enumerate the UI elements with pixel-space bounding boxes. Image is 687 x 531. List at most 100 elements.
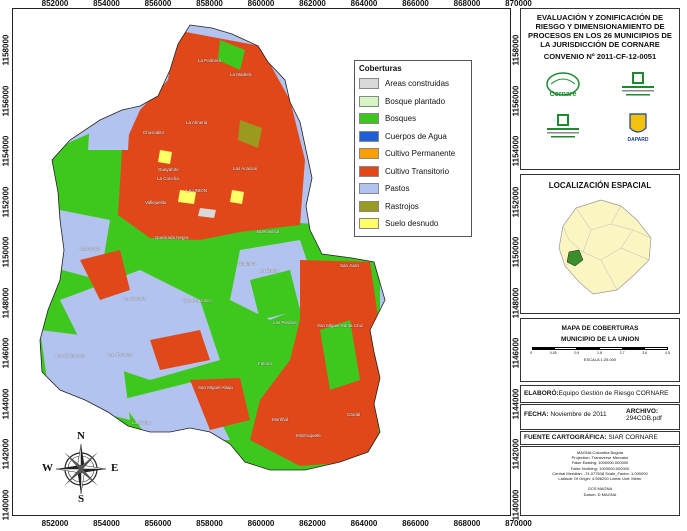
gobernacion-logo-2 <box>541 110 585 144</box>
place-label: Guarango <box>80 246 101 251</box>
compass-rose: N S W E <box>42 430 120 506</box>
compass-west: W <box>42 462 53 474</box>
y-tick-left: 1148000 <box>1 287 11 318</box>
municipality-name: MUNICIPIO DE LA UNION <box>560 336 640 343</box>
legend-swatch <box>359 183 379 195</box>
legend-item: Bosques <box>359 110 467 128</box>
svg-text:DAPARD: DAPARD <box>627 137 648 142</box>
legend-label: Rastrojos <box>385 201 419 211</box>
x-tick-bottom: 864000 <box>350 519 378 528</box>
gobernacion-seal-icon <box>546 114 579 138</box>
location-title: LOCALIZACIÓN ESPACIAL <box>548 181 652 190</box>
place-label: Cardal <box>347 412 361 417</box>
place-label: San Juan <box>340 263 360 268</box>
place-label: La Erasa <box>260 268 279 273</box>
location-box: LOCALIZACIÓN ESPACIAL <box>520 174 680 314</box>
fecha-label: FECHA: <box>524 411 549 418</box>
elaboro-value: Equipo Gestión de Riesgo CORNARE <box>558 390 669 397</box>
legend-label: Areas construidas <box>385 79 450 89</box>
place-label: La Dorita <box>132 420 151 425</box>
x-tick-top: 852000 <box>41 0 69 8</box>
projection-line: False Northing: 1000000.000000 <box>570 465 630 471</box>
y-tick-right: 1146000 <box>511 337 521 369</box>
legend-swatch <box>359 218 379 230</box>
project-title: EVALUACIÓN Y ZONIFICACIÓN DE RIESGO Y DI… <box>528 13 672 49</box>
place-label: La Madera <box>230 72 252 77</box>
legend-item: Pastos <box>359 180 467 198</box>
y-tick-left: 1146000 <box>1 337 11 369</box>
logo-row-bottom: DAPARD <box>525 109 675 145</box>
x-tick-top: 856000 <box>144 0 172 8</box>
legend-swatch <box>359 78 379 90</box>
place-label: Mortiñal <box>272 417 289 422</box>
place-label: San Miguel Santa Cruz <box>317 323 364 328</box>
gobernacion-logo-1 <box>616 68 660 102</box>
place-label: La Almeria <box>186 120 208 125</box>
fuente-box: FUENTE CARTOGRÁFICA: SIAR CORNARE <box>520 431 680 445</box>
legend-title: Coberturas <box>359 64 402 73</box>
gobernacion-seal-icon <box>621 72 654 96</box>
dapard-shield-icon: DAPARD <box>627 113 648 142</box>
compass-east: E <box>111 462 119 474</box>
x-tick-bottom: 862000 <box>299 519 326 528</box>
projection-line: Projection: Transverse Mercator <box>571 455 629 461</box>
place-label: La Cabaña <box>124 296 147 301</box>
projection-line: Central Meridian: -74.077508 Scale_Facto… <box>552 470 648 476</box>
la-union-highlight <box>566 249 584 267</box>
place-label: Chuscalito <box>143 130 165 135</box>
x-tick-top: 858000 <box>196 0 223 8</box>
place-label: Las Colmenas <box>56 353 85 358</box>
place-label: La Palmera <box>198 58 222 63</box>
x-tick-bottom: 870000 <box>505 519 532 528</box>
y-tick-right: 1144000 <box>511 388 521 419</box>
legend-swatch <box>359 165 379 177</box>
dapard-logo: DAPARD <box>616 110 660 144</box>
elaboro-label: ELABORÓ: <box>524 390 559 397</box>
legend-item: Cuerpos de Agua <box>359 128 467 146</box>
legend-label: Cultivo Permanente <box>385 149 456 159</box>
legend-label: Cuerpos de Agua <box>385 131 447 141</box>
legend-swatch <box>359 148 379 160</box>
projection-line: GCS MAGNA <box>587 486 613 492</box>
place-label: Las Piedras <box>273 320 297 325</box>
cornare-logo-icon: Cornare <box>545 72 580 98</box>
y-tick-left: 1154000 <box>1 135 11 167</box>
scale-text: ESCALA 1:25.000 <box>583 357 617 362</box>
place-label: LA UNION <box>186 188 208 193</box>
y-tick-right: 1142000 <box>511 438 521 470</box>
projection-line: False Easting: 1000000.000000 <box>571 460 629 466</box>
scale-labels: 0 0.45 0.9 1.8 2.7 3.6 4.5 <box>530 351 670 355</box>
legend-label: Pastos <box>385 184 410 194</box>
place-label: Chalarca <box>238 261 257 266</box>
scale-tick-label: 0.45 <box>549 351 557 355</box>
place-label: San Francisco <box>183 298 212 303</box>
place-label: Las Teresas <box>108 352 133 357</box>
legend-swatch <box>359 200 379 212</box>
scale-tick-label: 3.6 <box>642 351 648 355</box>
x-tick-bottom: 856000 <box>144 519 172 528</box>
x-tick-top: 866000 <box>402 0 429 8</box>
legend-label: Suelo desnudo <box>385 219 439 229</box>
y-tick-right: 1152000 <box>511 186 521 217</box>
archivo-label: ARCHIVO: <box>626 408 659 415</box>
y-tick-left: 1152000 <box>1 186 11 217</box>
x-tick-bottom: 866000 <box>402 519 429 528</box>
legend-item: Areas construidas <box>359 75 467 93</box>
place-label: Vallejuelito <box>145 200 167 205</box>
legend-swatch <box>359 130 379 142</box>
place-label: Buenavista <box>257 229 280 234</box>
projection-box: MAGNA Colombia Bogota Projection: Transve… <box>520 446 680 516</box>
x-tick-bottom: 854000 <box>93 519 120 528</box>
y-tick-right: 1154000 <box>511 135 521 167</box>
y-tick-left: 1142000 <box>1 438 11 470</box>
y-tick-left: 1144000 <box>1 388 11 419</box>
legend-item: Suelo desnudo <box>359 215 467 233</box>
x-tick-top: 862000 <box>299 0 326 8</box>
projection-line: Datum: D MAGNA <box>583 491 617 497</box>
scale-tick-label: 0.9 <box>574 351 580 355</box>
legend-label: Bosques <box>385 114 417 124</box>
fecha-box: FECHA: Noviembre de 2011 ARCHIVO: 294COB… <box>520 404 680 430</box>
legend: Coberturas Areas construidas Bosque plant… <box>354 60 472 237</box>
projection-line: MAGNA Colombia Bogota <box>576 450 624 455</box>
land-cover-map[interactable] <box>0 0 520 520</box>
